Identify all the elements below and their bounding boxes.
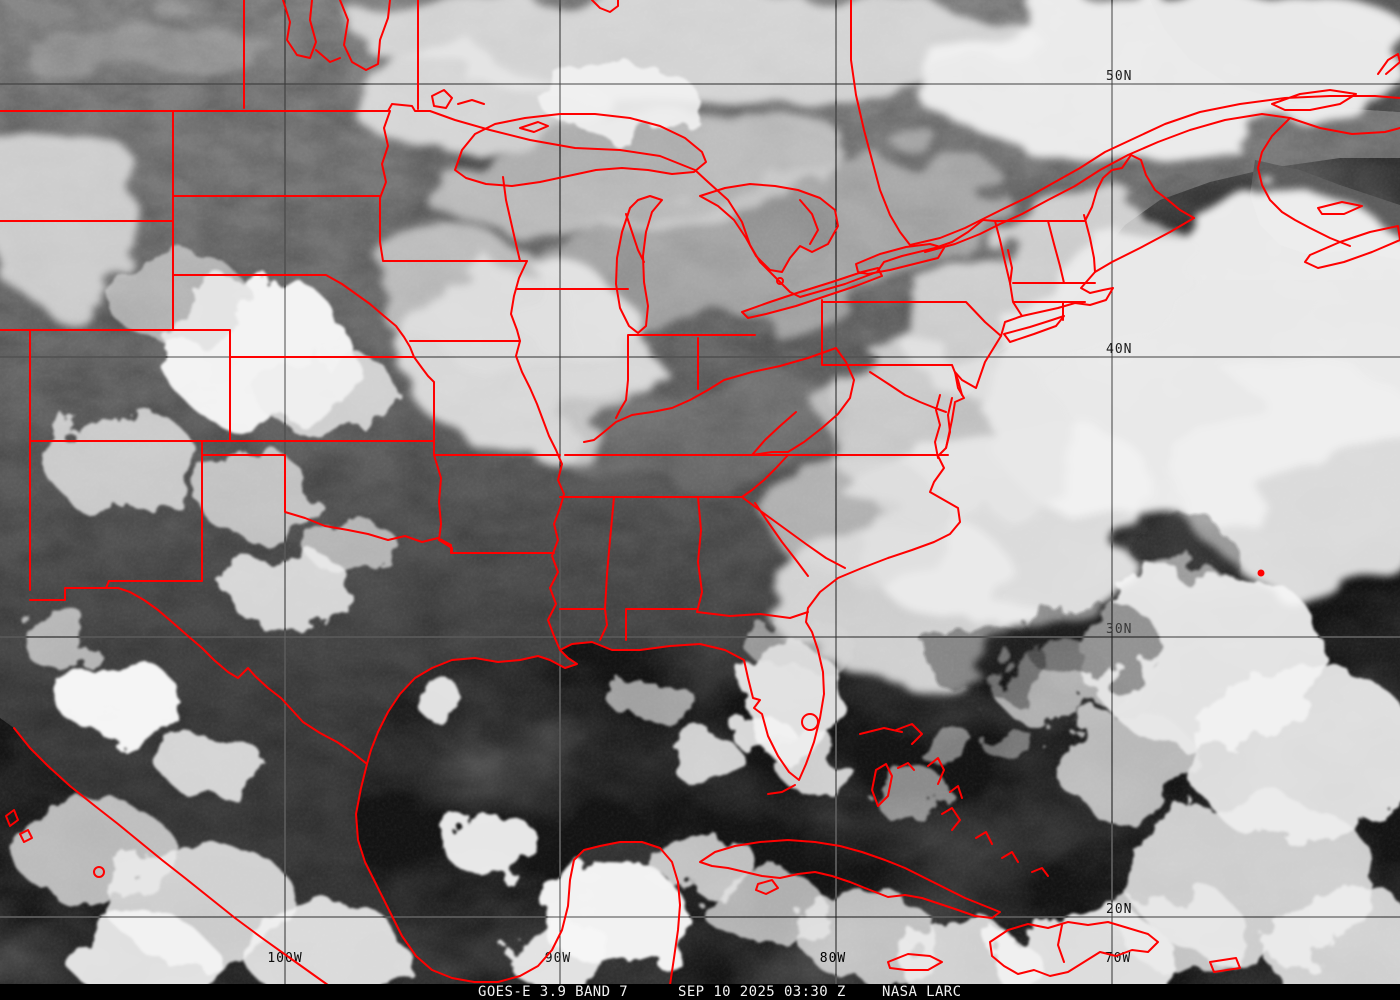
- caption-bar: GOES-E 3.9 BAND 7 SEP 10 2025 03:30 Z NA…: [0, 984, 1400, 1000]
- grid-label-50n: 50N: [1106, 69, 1132, 84]
- grid-label-40n: 40N: [1106, 342, 1132, 357]
- bermuda-dot: [1257, 569, 1265, 577]
- caption-datetime: SEP 10 2025 03:30 Z: [678, 984, 846, 1000]
- grid-label-80w: 80W: [820, 951, 846, 966]
- grid-label-100w: 100W: [267, 951, 302, 966]
- grid-label-90w: 90W: [545, 951, 571, 966]
- caption-product: GOES-E 3.9 BAND 7: [478, 984, 629, 1000]
- grid-label-30n: 30N: [1106, 622, 1132, 637]
- grid-label-20n: 20N: [1106, 902, 1132, 917]
- caption-credit: NASA LARC: [882, 984, 962, 1000]
